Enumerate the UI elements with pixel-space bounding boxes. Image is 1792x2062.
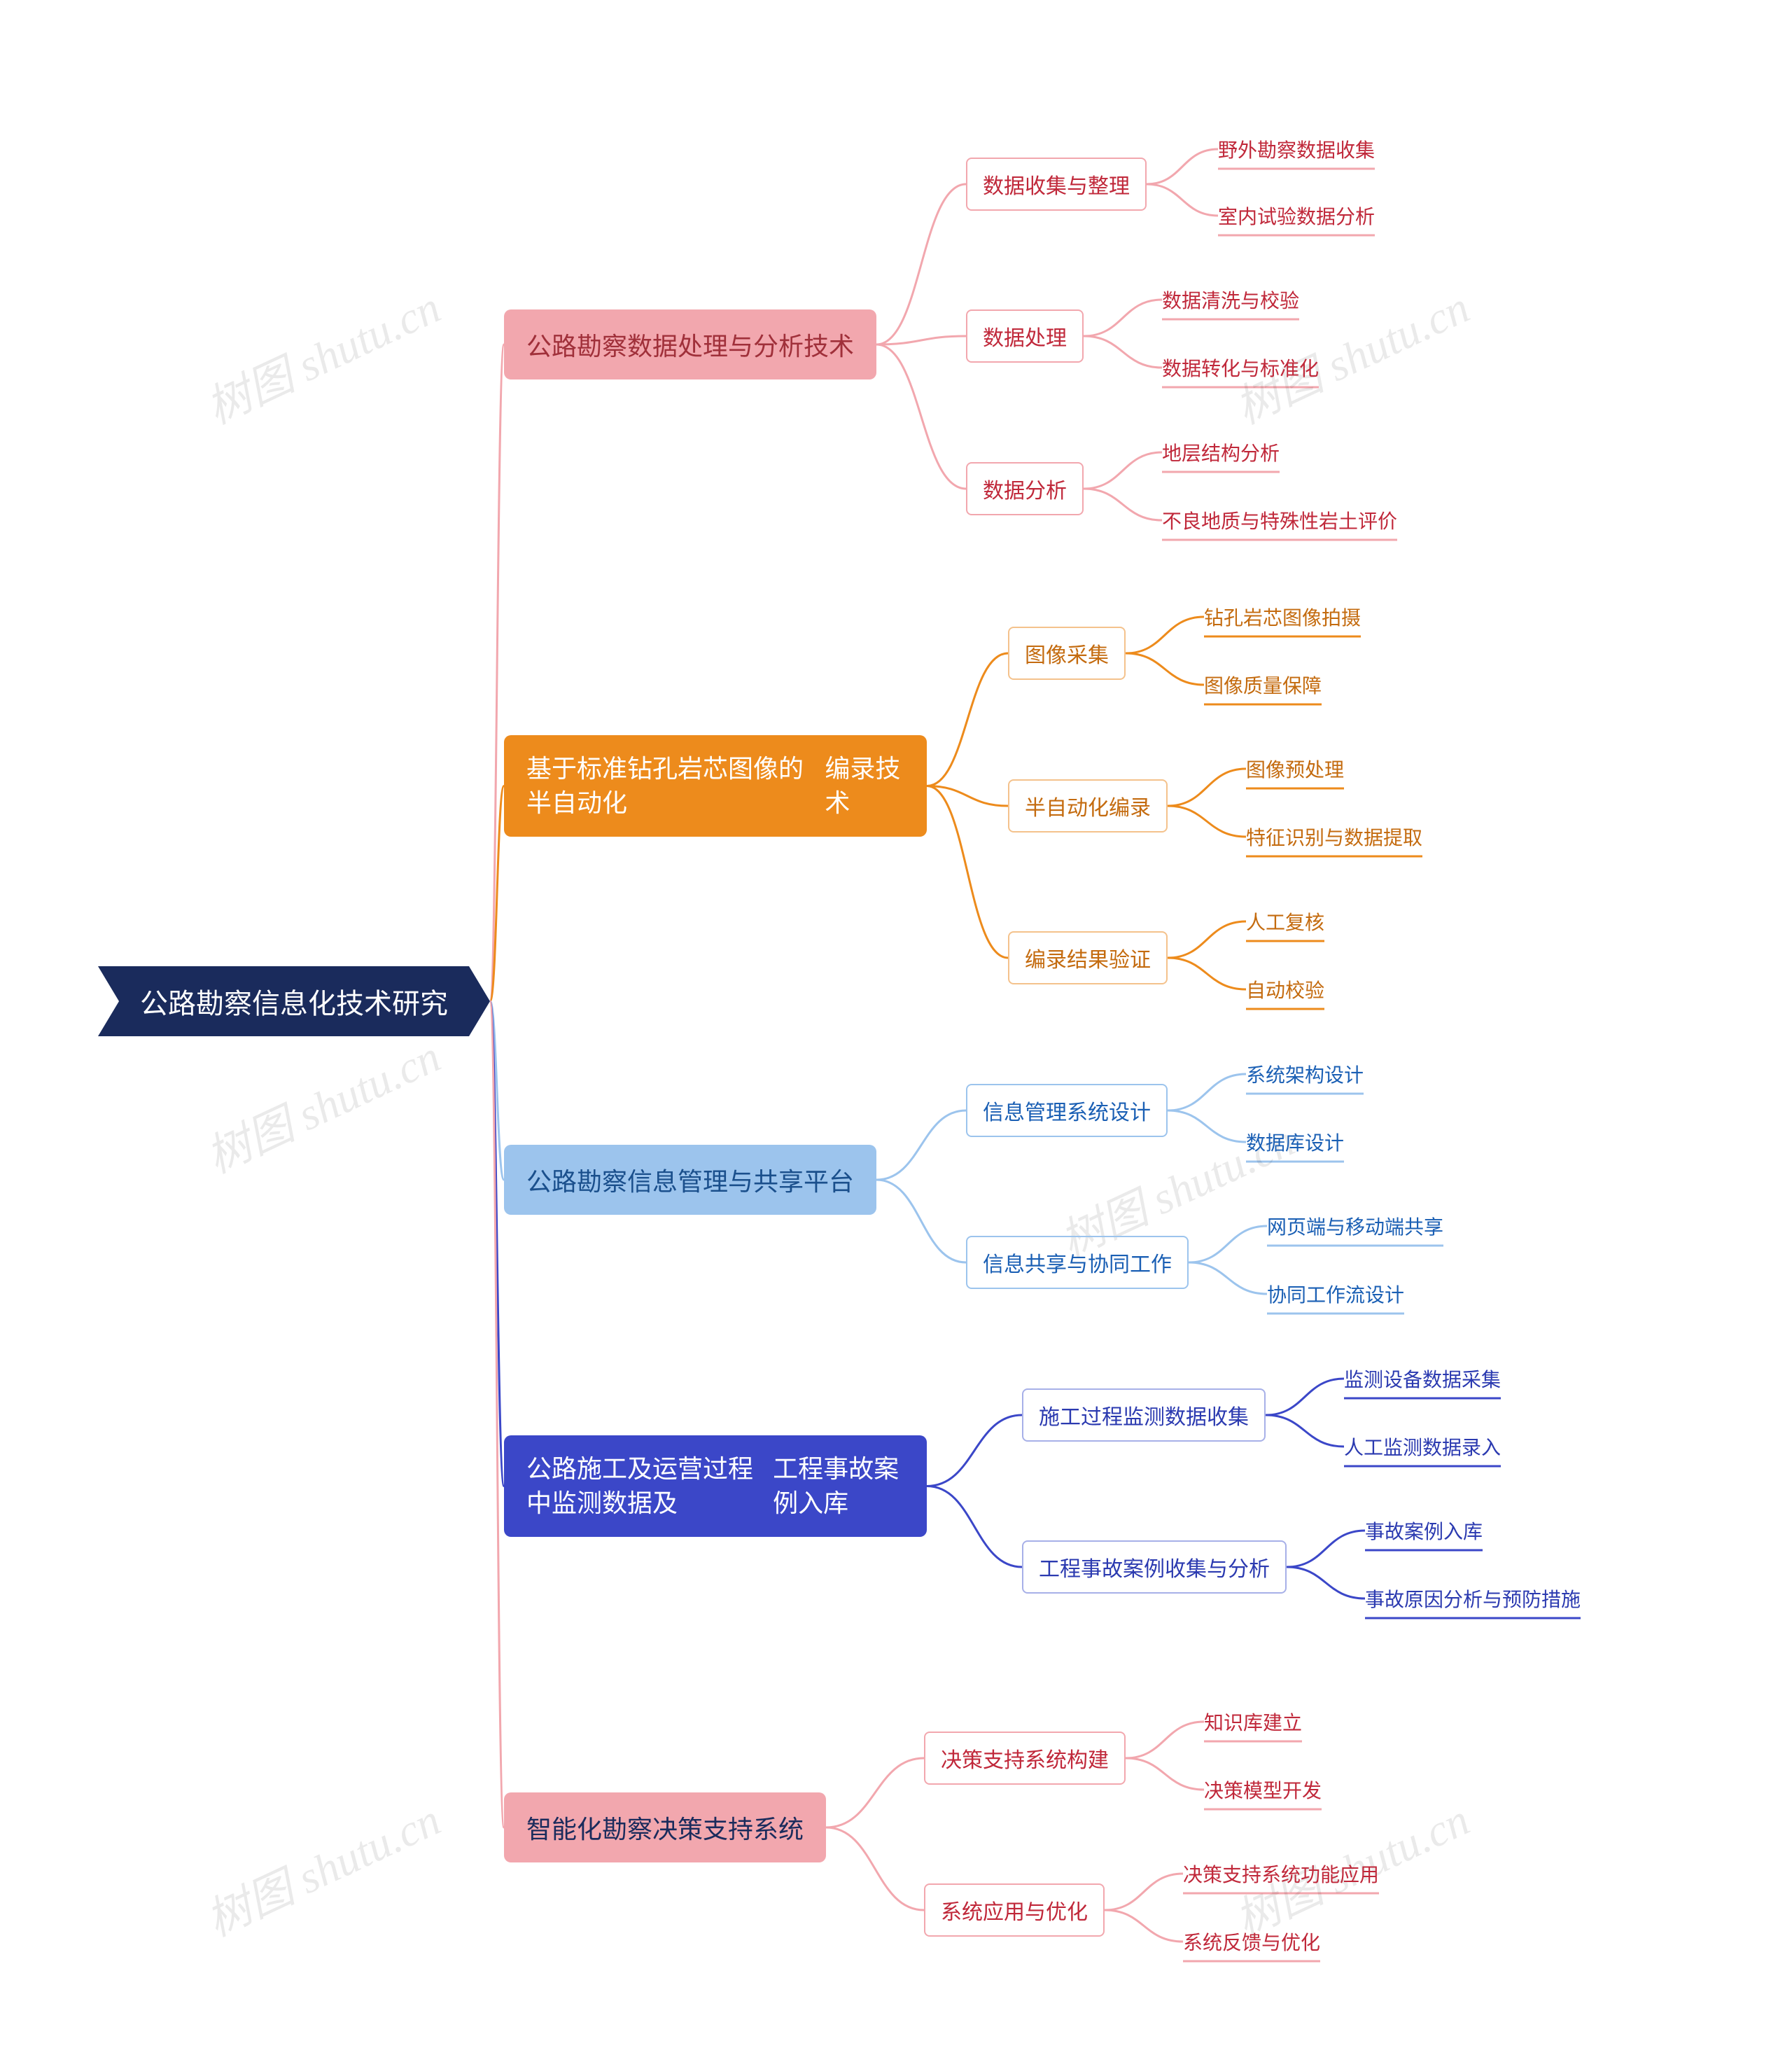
subtopic-node: 半自动化编录 <box>1008 779 1168 833</box>
branch-node: 公路勘察数据处理与分析技术 <box>504 309 876 379</box>
leaf-node: 人工监测数据录入 <box>1344 1427 1501 1466</box>
leaf-node: 不良地质与特殊性岩土评价 <box>1162 501 1397 540</box>
leaf-node: 图像质量保障 <box>1204 665 1322 704</box>
subtopic-node: 信息管理系统设计 <box>966 1084 1168 1137</box>
leaf-node: 监测设备数据采集 <box>1344 1359 1501 1398</box>
leaf-node: 数据转化与标准化 <box>1162 348 1319 387</box>
branch-node: 基于标准钻孔岩芯图像的半自动化编录技术 <box>504 735 927 837</box>
branch-node: 公路施工及运营过程中监测数据及工程事故案例入库 <box>504 1435 927 1537</box>
leaf-node: 野外勘察数据收集 <box>1218 130 1375 169</box>
leaf-node: 特征识别与数据提取 <box>1246 817 1422 856</box>
subtopic-node: 系统应用与优化 <box>924 1883 1105 1937</box>
leaf-node: 事故原因分析与预防措施 <box>1365 1579 1581 1618</box>
subtopic-node: 数据分析 <box>966 462 1084 515</box>
leaf-node: 系统架构设计 <box>1246 1054 1364 1094</box>
leaf-node: 决策模型开发 <box>1204 1770 1322 1809</box>
root-node: 公路勘察信息化技术研究 <box>98 966 490 1036</box>
subtopic-node: 编录结果验证 <box>1008 931 1168 984</box>
subtopic-node: 决策支持系统构建 <box>924 1732 1126 1785</box>
leaf-node: 地层结构分析 <box>1162 433 1280 472</box>
leaf-node: 图像预处理 <box>1246 749 1344 788</box>
subtopic-node: 施工过程监测数据收集 <box>1022 1388 1266 1442</box>
branch-line: 公路施工及运营过程中监测数据及 <box>526 1452 773 1520</box>
leaf-node: 室内试验数据分析 <box>1218 196 1375 235</box>
leaf-node: 钻孔岩芯图像拍摄 <box>1204 597 1361 636</box>
branch-line: 编录技术 <box>825 752 904 820</box>
subtopic-node: 数据收集与整理 <box>966 158 1147 211</box>
subtopic-node: 工程事故案例收集与分析 <box>1022 1540 1287 1594</box>
watermark: 树图 shutu.cn <box>194 272 449 436</box>
leaf-node: 数据清洗与校验 <box>1162 280 1299 319</box>
branch-node: 公路勘察信息管理与共享平台 <box>504 1145 876 1215</box>
leaf-node: 数据库设计 <box>1246 1122 1344 1162</box>
leaf-node: 知识库建立 <box>1204 1702 1302 1741</box>
subtopic-node: 数据处理 <box>966 309 1084 363</box>
leaf-node: 决策支持系统功能应用 <box>1183 1854 1379 1893</box>
watermark: 树图 shutu.cn <box>194 1784 449 1949</box>
subtopic-node: 信息共享与协同工作 <box>966 1236 1189 1289</box>
leaf-node: 人工复核 <box>1246 902 1324 941</box>
branch-line: 基于标准钻孔岩芯图像的半自动化 <box>526 752 825 820</box>
leaf-node: 系统反馈与优化 <box>1183 1922 1320 1961</box>
leaf-node: 自动校验 <box>1246 970 1324 1009</box>
leaf-node: 网页端与移动端共享 <box>1267 1206 1443 1246</box>
leaf-node: 协同工作流设计 <box>1267 1274 1404 1314</box>
branch-line: 工程事故案例入库 <box>773 1452 904 1520</box>
branch-node: 智能化勘察决策支持系统 <box>504 1792 826 1862</box>
subtopic-node: 图像采集 <box>1008 627 1126 680</box>
watermark: 树图 shutu.cn <box>194 1021 449 1185</box>
leaf-node: 事故案例入库 <box>1365 1511 1483 1550</box>
